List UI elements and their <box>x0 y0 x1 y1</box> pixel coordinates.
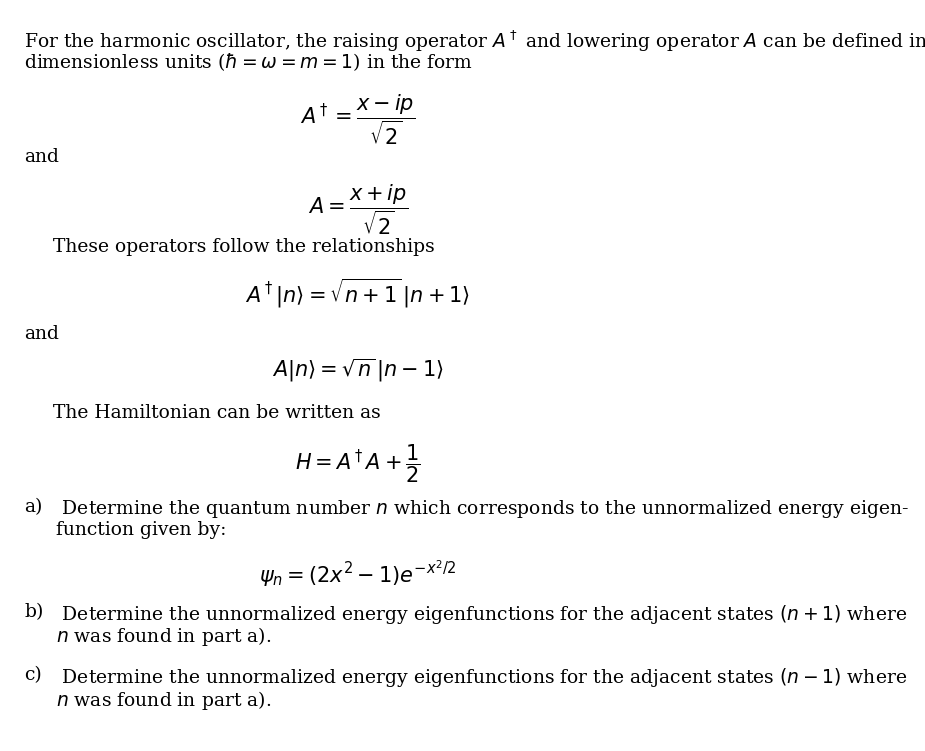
Text: Determine the unnormalized energy eigenfunctions for the adjacent states $(n-1)$: Determine the unnormalized energy eigenf… <box>56 666 907 689</box>
Text: $H = A^\dagger A + \dfrac{1}{2}$: $H = A^\dagger A + \dfrac{1}{2}$ <box>295 442 421 485</box>
Text: function given by:: function given by: <box>56 521 227 539</box>
Text: b): b) <box>24 603 43 621</box>
Text: $A^\dagger = \dfrac{x - ip}{\sqrt{2}}$: $A^\dagger = \dfrac{x - ip}{\sqrt{2}}$ <box>301 92 415 147</box>
Text: $A^\dagger |n\rangle = \sqrt{n+1}\,|n+1\rangle$: $A^\dagger |n\rangle = \sqrt{n+1}\,|n+1\… <box>245 276 471 309</box>
Text: c): c) <box>24 666 42 684</box>
Text: The Hamiltonian can be written as: The Hamiltonian can be written as <box>53 404 380 422</box>
Text: $\psi_n = (2x^2 - 1)e^{-x^2/2}$: $\psi_n = (2x^2 - 1)e^{-x^2/2}$ <box>259 558 457 589</box>
Text: dimensionless units ($\hbar = \omega = m = 1$) in the form: dimensionless units ($\hbar = \omega = m… <box>24 51 474 73</box>
Text: These operators follow the relationships: These operators follow the relationships <box>53 237 434 255</box>
Text: and: and <box>24 325 59 342</box>
Text: For the harmonic oscillator, the raising operator $A^\dagger$ and lowering opera: For the harmonic oscillator, the raising… <box>24 29 925 54</box>
Text: Determine the quantum number $n$ which corresponds to the unnormalized energy ei: Determine the quantum number $n$ which c… <box>56 499 909 520</box>
Text: $n$ was found in part a).: $n$ was found in part a). <box>56 689 271 712</box>
Text: $A = \dfrac{x + ip}{\sqrt{2}}$: $A = \dfrac{x + ip}{\sqrt{2}}$ <box>308 182 408 237</box>
Text: a): a) <box>24 499 43 517</box>
Text: $A|n\rangle = \sqrt{n}\,|n-1\rangle$: $A|n\rangle = \sqrt{n}\,|n-1\rangle$ <box>272 357 444 384</box>
Text: $n$ was found in part a).: $n$ was found in part a). <box>56 626 271 648</box>
Text: and: and <box>24 148 59 166</box>
Text: Determine the unnormalized energy eigenfunctions for the adjacent states $(n+1)$: Determine the unnormalized energy eigenf… <box>56 603 907 626</box>
